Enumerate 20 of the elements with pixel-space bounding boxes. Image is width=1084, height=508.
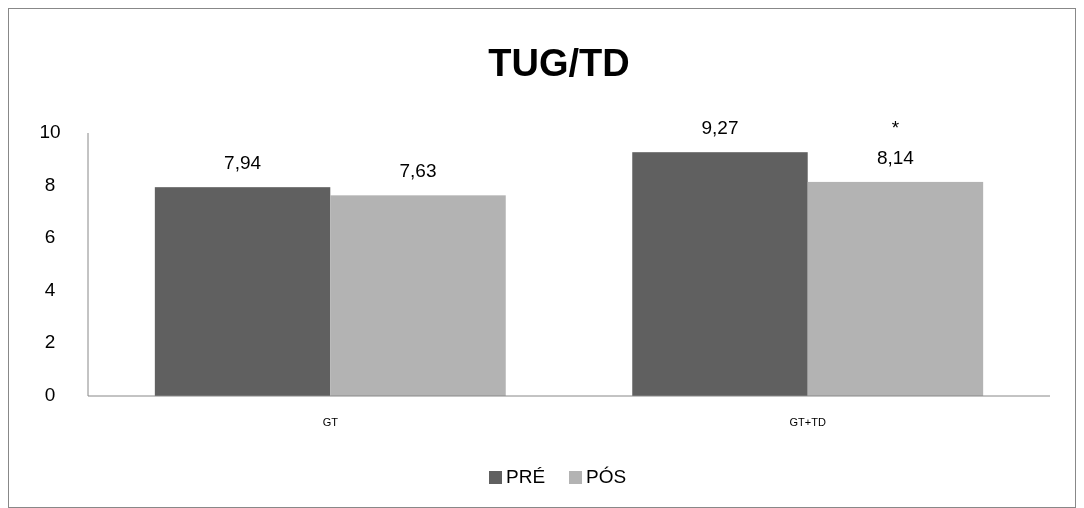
y-tick-label: 0	[44, 384, 56, 406]
legend-label: PÓS	[586, 466, 627, 488]
bar	[330, 195, 506, 396]
y-tick-label: 2	[44, 331, 56, 353]
bar	[807, 181, 984, 396]
text: 7,94	[224, 152, 262, 174]
bar	[154, 187, 331, 396]
legend-label: PRÉ	[506, 466, 546, 488]
x-tick-label: GT+TD	[789, 416, 826, 428]
annotation: *	[891, 116, 900, 138]
text: 9,27	[701, 117, 739, 139]
bar	[632, 152, 808, 396]
text: 7,63	[399, 160, 437, 182]
x-tick-label: GT	[322, 416, 339, 428]
y-tick-label: 6	[44, 226, 56, 248]
y-tick-label: 4	[44, 278, 56, 300]
text: 8,14	[876, 146, 914, 168]
y-tick-label: 8	[44, 173, 56, 195]
y-tick-label: 10	[39, 121, 61, 143]
chart-title: TUG/TD	[488, 42, 630, 84]
